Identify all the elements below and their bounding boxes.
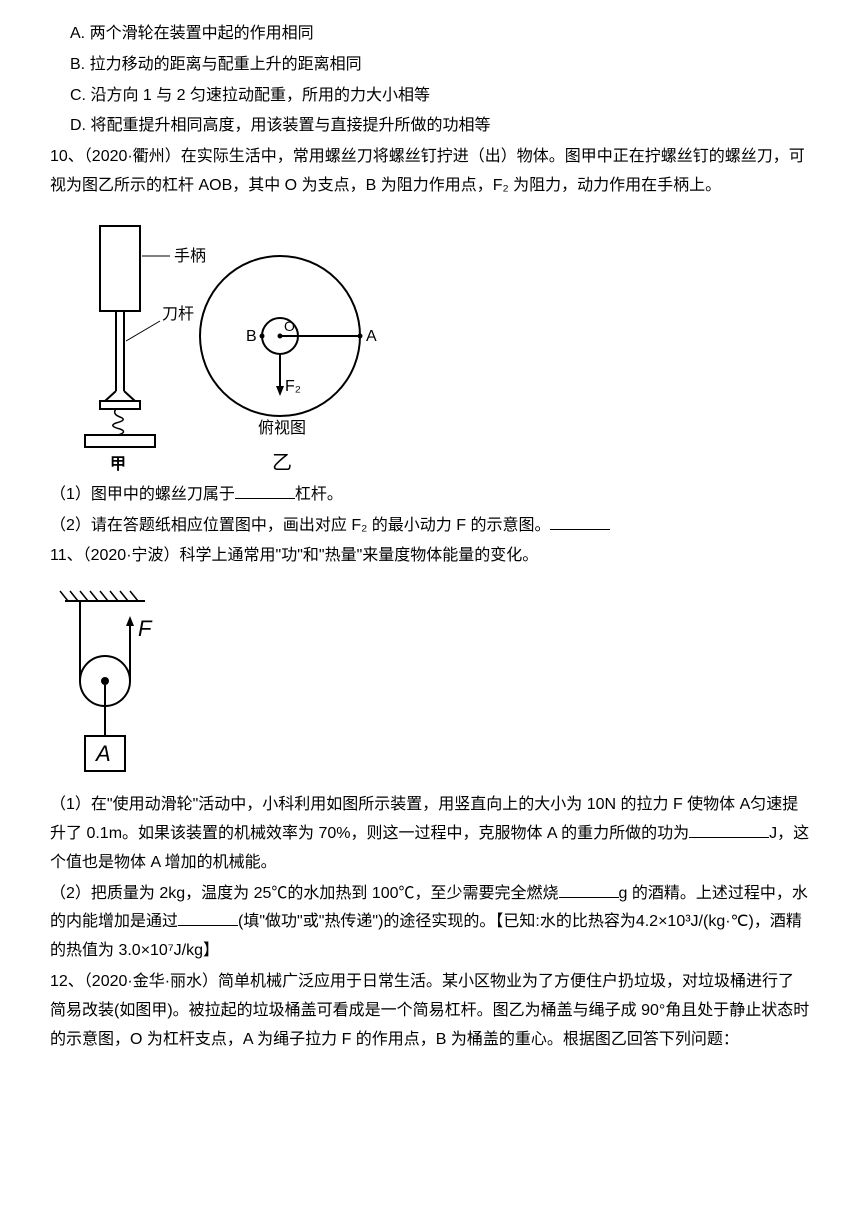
blank-input[interactable]	[550, 514, 610, 530]
blank-input[interactable]	[178, 910, 238, 926]
option-b: B. 拉力移动的距离与配重上升的距离相同	[50, 51, 810, 80]
q10-sub1: （1）图甲中的螺丝刀属于 杠杆。	[50, 481, 810, 510]
b-label: B	[246, 328, 257, 345]
q11-intro: 11、（2020·宁波）科学上通常用"功"和"热量"来量度物体能量的变化。	[50, 542, 810, 571]
option-d: D. 将配重提升相同高度，用该装置与直接提升所做的功相等	[50, 112, 810, 141]
q10-sub1-text: （1）图甲中的螺丝刀属于	[50, 486, 235, 503]
q10-sub1-suffix: 杠杆。	[295, 486, 343, 503]
blank-input[interactable]	[235, 483, 295, 499]
q10-figure: 手柄 刀杆 甲 O A B F₂ 俯视图 乙	[50, 211, 810, 471]
blank-input[interactable]	[559, 882, 619, 898]
box-a-label: A	[94, 741, 111, 766]
jia-label: 甲	[110, 455, 126, 471]
o-label: O	[284, 318, 295, 334]
q12-intro: 12、（2020·金华·丽水）简单机械广泛应用于日常生活。某小区物业为了方便住户…	[50, 968, 810, 1054]
a-label: A	[366, 328, 377, 345]
blank-input[interactable]	[689, 822, 769, 838]
f2-label: F₂	[285, 378, 301, 395]
topview-label: 俯视图	[258, 419, 306, 437]
blade-label: 刀杆	[162, 305, 194, 323]
handle-label: 手柄	[174, 247, 206, 265]
q11-figure: F A	[50, 581, 810, 781]
q10-sub2: （2）请在答题纸相应位置图中，画出对应 F₂ 的最小动力 F 的示意图。	[50, 512, 810, 541]
yi-label: 乙	[272, 452, 292, 471]
q10-sub2-text: （2）请在答题纸相应位置图中，画出对应 F₂ 的最小动力 F 的示意图。	[50, 517, 550, 534]
f-label: F	[138, 616, 153, 641]
q11-sub2: （2）把质量为 2kg，温度为 25℃的水加热到 100℃，至少需要完全燃烧g …	[50, 880, 810, 966]
q10-intro: 10、（2020·衢州）在实际生活中，常用螺丝刀将螺丝钉拧进（出）物体。图甲中正…	[50, 143, 810, 201]
option-c: C. 沿方向 1 与 2 匀速拉动配重，所用的力大小相等	[50, 82, 810, 111]
q11-sub2-part1: （2）把质量为 2kg，温度为 25℃的水加热到 100℃，至少需要完全燃烧	[50, 885, 559, 902]
q11-sub1: （1）在"使用动滑轮"活动中，小科利用如图所示装置，用竖直向上的大小为 10N …	[50, 791, 810, 877]
q11-sub1-part1: （1）在"使用动滑轮"活动中，小科利用如图所示装置，用竖直向上的大小为 10N …	[50, 796, 798, 842]
option-a: A. 两个滑轮在装置中起的作用相同	[50, 20, 810, 49]
